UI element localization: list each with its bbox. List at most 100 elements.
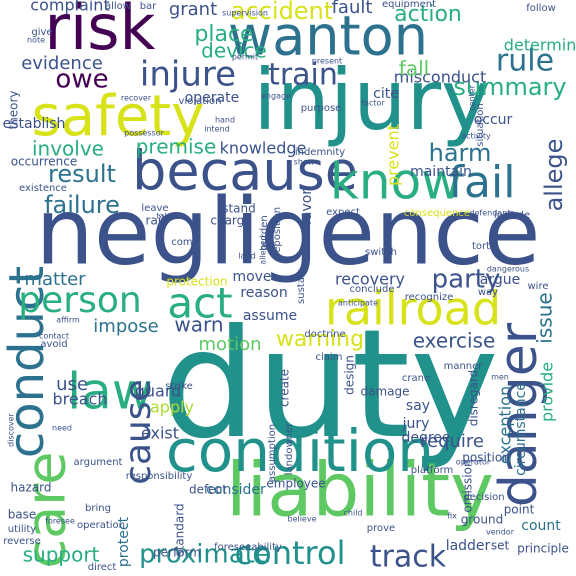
- word-evidence: evidence: [21, 53, 103, 74]
- word-claim: claim: [316, 352, 343, 363]
- word-harm: harm: [429, 139, 492, 167]
- word-party: party: [432, 265, 501, 295]
- word-matter: matter: [24, 269, 86, 290]
- word-set: set: [491, 539, 510, 553]
- word-alleged: alleged: [259, 235, 268, 264]
- word-take: take: [156, 212, 173, 221]
- word-maintain: maintain: [410, 164, 472, 180]
- word-men: men: [491, 373, 509, 382]
- word-standard: standard: [173, 503, 187, 556]
- word-warning: warning: [276, 327, 364, 352]
- word-switch: switch: [365, 247, 397, 258]
- word-strike: strike: [165, 381, 193, 392]
- word-decision: decision: [463, 492, 504, 503]
- word-fail: fail: [449, 157, 516, 208]
- word-stand: stand: [222, 202, 256, 216]
- word-create: create: [278, 369, 292, 407]
- word-wire: wire: [527, 281, 548, 292]
- word-occurrence: occurrence: [11, 155, 78, 169]
- word-design: design: [343, 355, 357, 395]
- word-circumstance: circumstance: [513, 382, 529, 476]
- word-assume: assume: [243, 308, 297, 324]
- word-know: know: [330, 153, 462, 211]
- word-involve: involve: [32, 137, 104, 161]
- word-land: land: [238, 252, 255, 261]
- word-direct: direct: [88, 562, 117, 573]
- word-liability: liability: [226, 448, 494, 534]
- word-recover: recover: [121, 94, 152, 103]
- word-recovery: recovery: [335, 270, 405, 289]
- word-railroad: railroad: [325, 282, 501, 336]
- word-way: way: [478, 287, 498, 298]
- word-safety: safety: [32, 84, 205, 149]
- word-omission: omission: [461, 459, 475, 512]
- word-crane: crane: [402, 373, 430, 384]
- word-law: law: [67, 363, 152, 421]
- word-injury: injury: [253, 51, 490, 149]
- word-prevent: prevent: [384, 124, 403, 186]
- word-establish: establish: [3, 116, 66, 132]
- word-perform: perform: [153, 546, 201, 560]
- word-injure: injure: [140, 55, 236, 95]
- word-defect: defect: [189, 483, 227, 497]
- word-landowner: landowner: [284, 422, 295, 475]
- word-misconduct: misconduct: [394, 68, 486, 87]
- word-danger: danger: [489, 322, 549, 507]
- word-result: result: [48, 160, 116, 188]
- word-grant: grant: [169, 0, 217, 20]
- word-move: move: [232, 269, 271, 285]
- word-recognize: recognize: [405, 292, 454, 303]
- word-premise: premise: [136, 135, 217, 159]
- word-reason: reason: [240, 285, 287, 301]
- word-accident: accident: [231, 0, 333, 25]
- word-proximate: proximate: [139, 540, 271, 570]
- word-present: present: [312, 57, 342, 66]
- word-factor: factor: [361, 99, 385, 108]
- word-bar: bar: [140, 1, 157, 12]
- word-person: person: [18, 280, 141, 321]
- word-favor: favor: [299, 189, 315, 225]
- word-intend: intend: [204, 125, 230, 134]
- word-consider: consider: [206, 482, 266, 498]
- word-conduct: conduct: [0, 266, 55, 458]
- word-affirm: affirm: [56, 316, 80, 325]
- word-give: give: [31, 27, 52, 38]
- word-dangerous: dangerous: [487, 265, 529, 274]
- word-duty: duty: [161, 298, 499, 472]
- word-count: count: [521, 518, 561, 534]
- word-conclude: conclude: [349, 284, 394, 295]
- word-come: come: [171, 237, 199, 248]
- word-tort: tort: [472, 241, 490, 252]
- word-damage: damage: [360, 385, 409, 399]
- word-follow: follow: [526, 3, 556, 14]
- word-rule: rule: [496, 44, 554, 79]
- word-violation: violation: [179, 96, 222, 107]
- word-existence: existence: [19, 183, 67, 194]
- word-defendants: defendants: [469, 209, 514, 218]
- word-negligence: negligence: [36, 178, 541, 285]
- word-point: point: [504, 503, 535, 517]
- word-fix: fix: [447, 512, 457, 521]
- word-cite: cite: [373, 86, 399, 102]
- word-jury: jury: [402, 416, 430, 432]
- word-act: act: [167, 279, 232, 328]
- word-sustain: sustain: [296, 268, 307, 304]
- word-allege: allege: [540, 139, 568, 212]
- word-anticipate: anticipate: [338, 299, 378, 308]
- word-ladder: ladder: [446, 538, 491, 554]
- word-situation: situation: [475, 103, 486, 147]
- word-foresee: foresee: [45, 517, 75, 526]
- word-purpose: purpose: [301, 103, 342, 114]
- word-control: control: [235, 534, 346, 572]
- word-device: device: [201, 39, 267, 63]
- word-show: show: [294, 158, 315, 167]
- word-note: note: [27, 36, 45, 45]
- word-child: child: [344, 509, 363, 518]
- word-breach: breach: [53, 390, 108, 409]
- word-deposition: deposition: [272, 207, 283, 259]
- word-leave: leave: [141, 203, 168, 214]
- word-impose: impose: [93, 316, 158, 337]
- word-operator: operator: [456, 458, 491, 467]
- word-determine: determine: [504, 36, 576, 55]
